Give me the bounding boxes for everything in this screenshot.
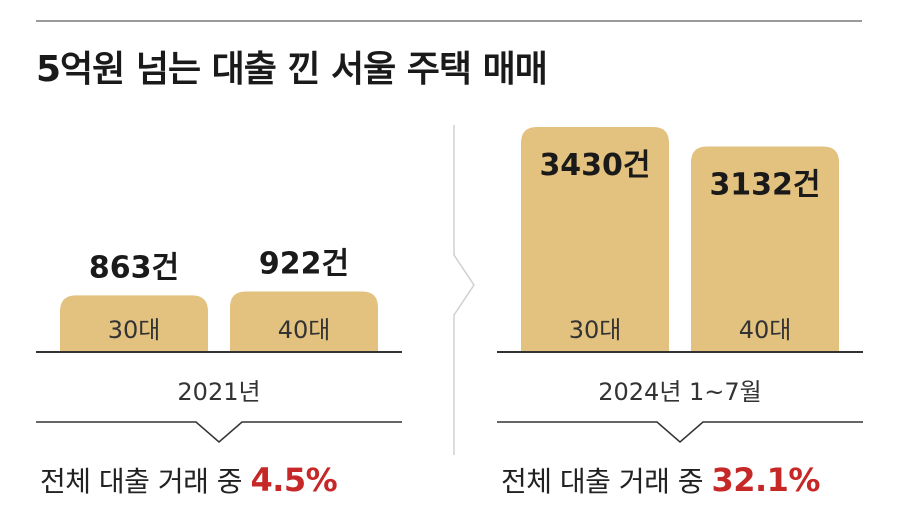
share-text: 전체 대출 거래 중 32.1% <box>501 460 820 500</box>
share-value: 32.1% <box>711 461 820 499</box>
value-label: 922건 <box>259 247 349 282</box>
value-label: 3132건 <box>709 168 820 203</box>
category-label: 30대 <box>108 316 161 344</box>
bar-chart-2021: 30대 863건 40대 922건 <box>36 247 402 353</box>
share-value: 4.5% <box>250 461 338 499</box>
chart-title: 5억원 넘는 대출 낀 서울 주택 매매 <box>36 49 548 90</box>
value-label: 3430건 <box>539 148 650 183</box>
callout-pointer <box>497 421 863 443</box>
share-text: 전체 대출 거래 중 4.5% <box>40 460 338 500</box>
category-label: 40대 <box>278 316 331 344</box>
top-rule <box>36 20 862 22</box>
period-label: 2024년 1~7월 <box>598 378 762 406</box>
bar-40대 <box>230 291 378 352</box>
bar-chart-2024: 30대 3430건 40대 3132건 <box>497 127 863 353</box>
share-label: 전체 대출 거래 중 <box>40 465 243 498</box>
panel-2024: 30대 3430건 40대 3132건 2024년 1~7월 전체 대출 거래 중 3… <box>497 0 863 531</box>
value-label: 863건 <box>89 250 179 285</box>
divider-chevron <box>453 125 475 455</box>
category-label: 30대 <box>569 316 622 344</box>
bar-30대 <box>60 295 208 352</box>
period-label: 2021년 <box>177 378 261 406</box>
category-label: 40대 <box>739 316 792 344</box>
bar-30대 <box>521 127 669 352</box>
bar-40대 <box>691 146 839 352</box>
callout-pointer <box>36 421 402 443</box>
share-label: 전체 대출 거래 중 <box>501 465 704 498</box>
panel-2021: 30대 863건 40대 922건 2021년 전체 대출 거래 중 4.5% <box>36 0 402 531</box>
